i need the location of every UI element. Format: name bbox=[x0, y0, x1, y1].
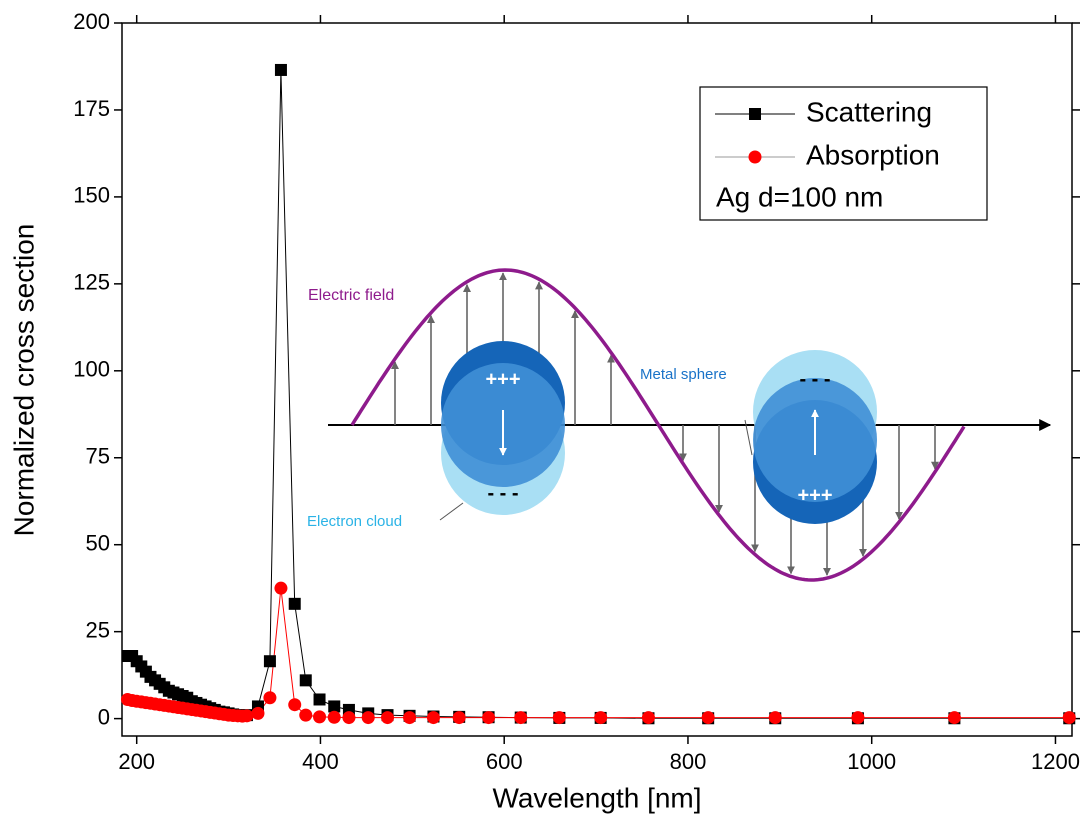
annotation: Electric field bbox=[308, 287, 394, 304]
data-point bbox=[342, 711, 356, 725]
x-tick-label: 1000 bbox=[847, 749, 896, 774]
data-point bbox=[263, 655, 276, 668]
data-point bbox=[1062, 711, 1076, 725]
data-point bbox=[851, 711, 865, 725]
data-point bbox=[552, 711, 566, 725]
annotation: - - - bbox=[799, 368, 830, 390]
leader bbox=[744, 419, 753, 456]
legend-box bbox=[699, 86, 988, 221]
annotation: Electron cloud bbox=[307, 513, 402, 530]
diagram: Electric field Metal sphere Electron cloud… bbox=[307, 268, 1052, 582]
data-point bbox=[594, 711, 608, 725]
y-tick-label: 25 bbox=[86, 617, 110, 642]
data-point bbox=[768, 711, 782, 725]
y-tick-label: 150 bbox=[73, 183, 110, 208]
y-tick-label: 0 bbox=[98, 704, 110, 729]
x-tick-label: 800 bbox=[670, 749, 707, 774]
annotation: +++ bbox=[797, 484, 832, 506]
legend-marker bbox=[749, 108, 761, 120]
legend: Scattering Absorption Ag d=100 nm bbox=[699, 86, 988, 221]
data-point bbox=[361, 711, 375, 725]
data-point bbox=[299, 708, 313, 722]
annotation: Metal sphere bbox=[640, 366, 727, 383]
y-tick-label: 75 bbox=[86, 444, 110, 469]
data-point bbox=[263, 691, 277, 705]
x-tick-label: 400 bbox=[302, 749, 339, 774]
y-tick-label: 125 bbox=[73, 270, 110, 295]
data-point bbox=[240, 709, 254, 723]
plot-frame bbox=[121, 22, 1073, 737]
legend-note: Ag d=100 nm bbox=[716, 181, 883, 212]
data-point bbox=[403, 711, 417, 725]
data-point bbox=[288, 698, 302, 712]
legend-marker bbox=[748, 150, 762, 164]
data-point bbox=[947, 711, 961, 725]
data-point bbox=[274, 63, 287, 76]
data-point bbox=[701, 711, 715, 725]
data-point bbox=[327, 710, 341, 724]
data-point bbox=[426, 711, 440, 725]
data-point bbox=[299, 674, 312, 687]
data-point bbox=[274, 581, 288, 595]
data-point bbox=[328, 700, 341, 713]
data-point bbox=[313, 693, 326, 706]
data-point bbox=[641, 711, 655, 725]
y-tick-label: 175 bbox=[73, 96, 110, 121]
data-point bbox=[514, 711, 528, 725]
annotation: - - - bbox=[487, 482, 518, 504]
legend-label: Scattering bbox=[806, 96, 932, 127]
x-tick-label: 1200 bbox=[1031, 749, 1080, 774]
data-point bbox=[381, 711, 395, 725]
y-axis-label: Normalized cross section bbox=[8, 224, 39, 537]
x-tick-label: 600 bbox=[486, 749, 523, 774]
legend-label: Absorption bbox=[806, 139, 940, 170]
data-point bbox=[452, 711, 466, 725]
field-wave bbox=[350, 268, 966, 582]
leader bbox=[439, 502, 464, 521]
x-axis-label: Wavelength [nm] bbox=[492, 782, 701, 813]
x-tick-label: 200 bbox=[118, 749, 155, 774]
data-point bbox=[288, 597, 301, 610]
y-tick-label: 200 bbox=[73, 9, 110, 34]
data-point bbox=[251, 706, 265, 720]
plot: 200 400 600 800 1000 1200 0 25 50 75 100 125 150 175 2… bbox=[73, 9, 1080, 774]
annotation: +++ bbox=[485, 368, 520, 390]
y-tick-label: 100 bbox=[73, 357, 110, 382]
data-point bbox=[482, 711, 496, 725]
y-tick-label: 50 bbox=[86, 531, 110, 556]
data-point bbox=[313, 710, 327, 724]
